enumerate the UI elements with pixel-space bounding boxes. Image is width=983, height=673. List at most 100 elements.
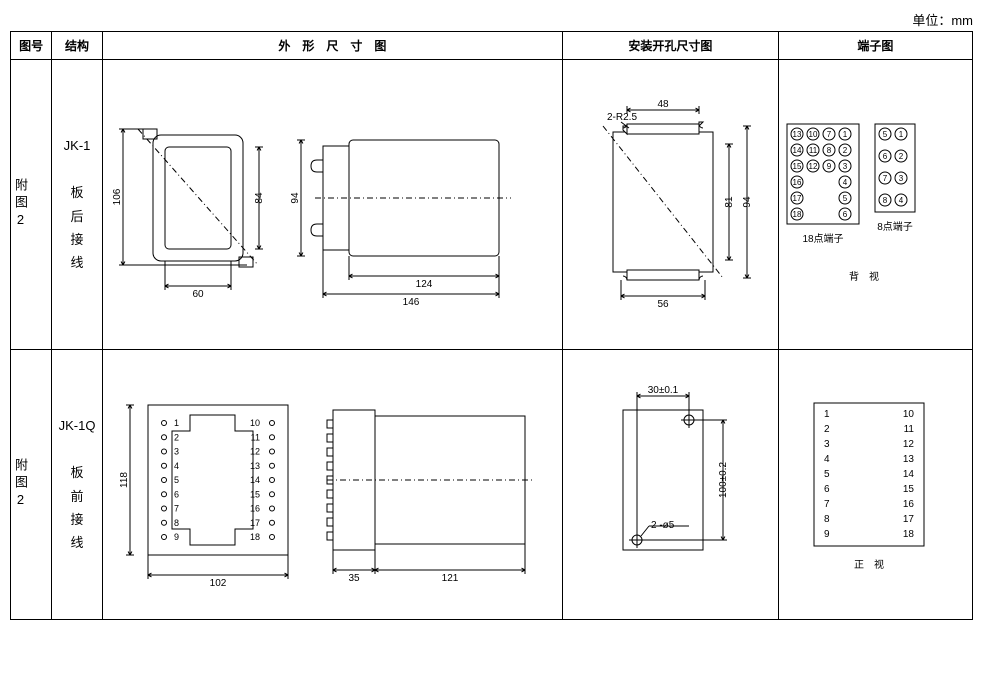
svg-text:4: 4: [824, 454, 830, 465]
cell-terminals: 1 10 2 11 3 12 4 13 5 14 6 15 7 16 8 17 9 18 正 视: [778, 350, 972, 620]
svg-text:9: 9: [826, 162, 831, 171]
svg-text:2-R2.5: 2-R2.5: [607, 112, 637, 123]
svg-text:124: 124: [415, 279, 432, 290]
cell-mounting: 30±0.1 100±0.2 2 -ø5: [563, 350, 779, 620]
header-terminals: 端子图: [778, 32, 972, 60]
svg-text:6: 6: [174, 489, 179, 499]
svg-text:17: 17: [792, 194, 801, 203]
svg-text:9: 9: [174, 532, 179, 542]
svg-text:6: 6: [824, 484, 830, 495]
svg-text:12: 12: [808, 162, 817, 171]
svg-text:8: 8: [174, 517, 179, 527]
svg-text:10: 10: [250, 418, 260, 428]
svg-text:正 视: 正 视: [854, 558, 884, 571]
svg-text:81: 81: [724, 196, 735, 208]
header-mounting: 安装开孔尺寸图: [563, 32, 779, 60]
svg-text:15: 15: [903, 484, 915, 495]
svg-text:4: 4: [842, 178, 847, 187]
svg-text:4: 4: [898, 196, 903, 205]
dimension-table: 图号 结构 外 形 尺 寸 图 安装开孔尺寸图 端子图 附图2 JK-1 板 后…: [10, 31, 973, 620]
svg-text:18: 18: [792, 210, 801, 219]
svg-text:4: 4: [174, 460, 179, 470]
svg-text:背 视: 背 视: [849, 270, 879, 283]
svg-text:10: 10: [903, 409, 915, 420]
cell-mounting: 2-R2.5 48 81 94 56: [563, 60, 779, 350]
cell-figno: 附图2: [11, 350, 52, 620]
svg-text:13: 13: [903, 454, 915, 465]
svg-text:6: 6: [842, 210, 847, 219]
svg-text:14: 14: [792, 146, 801, 155]
svg-text:146: 146: [402, 297, 419, 308]
svg-text:14: 14: [903, 469, 915, 480]
svg-text:3: 3: [824, 439, 830, 450]
svg-text:8点端子: 8点端子: [877, 220, 913, 233]
svg-text:2: 2: [842, 146, 847, 155]
svg-text:7: 7: [174, 503, 179, 513]
svg-text:12: 12: [903, 439, 915, 450]
svg-text:5: 5: [842, 194, 847, 203]
svg-text:1: 1: [842, 130, 847, 139]
cell-terminals: 13141516171810111278912345618点端子56781234…: [778, 60, 972, 350]
svg-text:1: 1: [174, 418, 179, 428]
svg-text:7: 7: [824, 499, 830, 510]
svg-text:5: 5: [882, 130, 887, 139]
svg-text:2: 2: [824, 424, 830, 435]
svg-text:84: 84: [254, 192, 265, 204]
svg-text:94: 94: [742, 196, 753, 208]
svg-text:17: 17: [250, 517, 260, 527]
svg-text:118: 118: [119, 471, 130, 487]
svg-text:16: 16: [250, 503, 260, 513]
header-outline: 外 形 尺 寸 图: [102, 32, 562, 60]
svg-text:9: 9: [824, 529, 830, 540]
svg-text:56: 56: [657, 299, 669, 310]
svg-text:3: 3: [898, 174, 903, 183]
svg-text:121: 121: [441, 573, 458, 584]
svg-text:102: 102: [209, 578, 226, 589]
svg-text:6: 6: [882, 152, 887, 161]
svg-text:17: 17: [903, 514, 915, 525]
svg-text:100±0.2: 100±0.2: [718, 461, 729, 498]
svg-text:3: 3: [174, 446, 179, 456]
svg-text:30±0.1: 30±0.1: [648, 385, 679, 396]
svg-text:16: 16: [792, 178, 801, 187]
svg-text:2: 2: [174, 432, 179, 442]
svg-text:12: 12: [250, 446, 260, 456]
svg-text:5: 5: [174, 475, 179, 485]
svg-text:8: 8: [824, 514, 830, 525]
svg-text:60: 60: [192, 289, 204, 300]
unit-label: 单位：mm: [10, 10, 973, 29]
svg-text:15: 15: [250, 489, 260, 499]
svg-text:3: 3: [842, 162, 847, 171]
svg-text:7: 7: [826, 130, 831, 139]
svg-text:11: 11: [808, 146, 817, 155]
svg-text:15: 15: [792, 162, 801, 171]
svg-text:14: 14: [250, 475, 260, 485]
svg-text:35: 35: [348, 573, 360, 584]
svg-text:8: 8: [882, 196, 887, 205]
svg-text:1: 1: [824, 409, 830, 420]
svg-text:16: 16: [903, 499, 915, 510]
cell-structure: JK-1Q 板 前 接 线: [52, 350, 103, 620]
svg-text:18: 18: [250, 532, 260, 542]
svg-text:1: 1: [898, 130, 903, 139]
cell-structure: JK-1 板 后 接 线: [52, 60, 103, 350]
svg-text:5: 5: [824, 469, 830, 480]
header-structure: 结构: [52, 32, 103, 60]
cell-outline: 123456789101112131415161718 118 102 35 1…: [102, 350, 562, 620]
svg-text:18: 18: [903, 529, 915, 540]
svg-text:13: 13: [250, 460, 260, 470]
header-figno: 图号: [11, 32, 52, 60]
svg-text:11: 11: [903, 424, 914, 435]
svg-text:94: 94: [290, 192, 301, 204]
cell-figno: 附图2: [11, 60, 52, 350]
svg-text:106: 106: [112, 188, 123, 205]
svg-text:2: 2: [898, 152, 903, 161]
svg-text:7: 7: [882, 174, 887, 183]
svg-text:48: 48: [657, 99, 669, 110]
svg-text:8: 8: [826, 146, 831, 155]
svg-text:11: 11: [250, 432, 259, 442]
svg-text:13: 13: [792, 130, 801, 139]
svg-text:18点端子: 18点端子: [802, 232, 843, 245]
svg-text:10: 10: [808, 130, 817, 139]
cell-outline: 106 60 84 94 124: [102, 60, 562, 350]
